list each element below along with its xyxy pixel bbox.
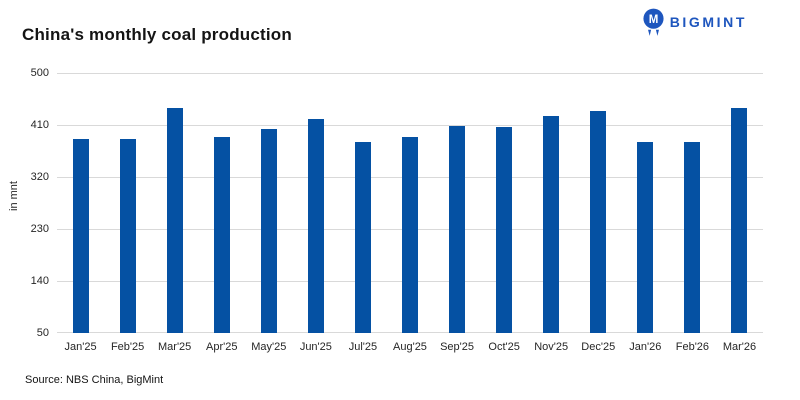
x-tick-label: Jul'25 <box>348 341 378 353</box>
bar-jan-26 <box>637 142 654 333</box>
x-tick-label: May'25 <box>251 341 287 353</box>
x-tick-label: Aug'25 <box>393 341 427 353</box>
y-tick-label: 320 <box>30 171 49 183</box>
plot-area <box>57 73 763 333</box>
y-tick-label: 230 <box>30 223 49 235</box>
bar-mar-26 <box>731 107 748 333</box>
x-tick-label: Mar'25 <box>158 341 192 353</box>
source-note: Source: NBS China, BigMint <box>25 374 164 386</box>
brand-name: BIGMINT <box>669 14 747 30</box>
chart-title: China's monthly coal production <box>22 25 292 44</box>
bar-nov-25 <box>543 115 560 333</box>
x-tick-label: Mar'26 <box>722 341 757 353</box>
y-tick-label: 410 <box>30 119 49 131</box>
x-tick-label: Jan'26 <box>629 341 662 353</box>
x-tick-label: Jun'25 <box>299 341 332 353</box>
bar-feb-25 <box>119 139 136 333</box>
bar-mar-25 <box>166 107 183 333</box>
svg-text:M: M <box>648 14 658 26</box>
x-tick-label: Feb'26 <box>675 341 710 353</box>
x-tick-label: Dec'25 <box>581 341 616 353</box>
bar-aug-25 <box>402 136 418 333</box>
bar-dec-25 <box>590 110 607 333</box>
bar-apr-25 <box>213 136 230 333</box>
x-tick-label: Sep'25 <box>440 341 475 353</box>
x-tick-label: Jan'25 <box>64 341 97 353</box>
bar-sep-25 <box>449 125 466 333</box>
y-tick-label: 140 <box>30 275 49 287</box>
x-tick-label: Oct'25 <box>488 341 520 353</box>
brand-logo: M BIGMINT <box>642 7 747 37</box>
bar-feb-26 <box>684 142 701 333</box>
gridline <box>57 125 763 126</box>
x-tick-label: Apr'25 <box>205 341 238 353</box>
bar-may-25 <box>260 129 277 333</box>
x-tick-label: Nov'25 <box>534 341 569 353</box>
bar-jun-25 <box>307 119 324 333</box>
y-axis-title: in mnt <box>8 181 20 211</box>
bigmint-logo-icon: M <box>643 8 664 36</box>
bar-oct-25 <box>496 127 513 333</box>
y-tick-label: 50 <box>36 327 49 339</box>
y-tick-label: 500 <box>30 67 49 79</box>
bar-jul-25 <box>354 142 371 333</box>
gridline <box>57 73 763 74</box>
bar-jan-25 <box>72 139 89 333</box>
x-tick-label: Feb'25 <box>110 341 145 353</box>
